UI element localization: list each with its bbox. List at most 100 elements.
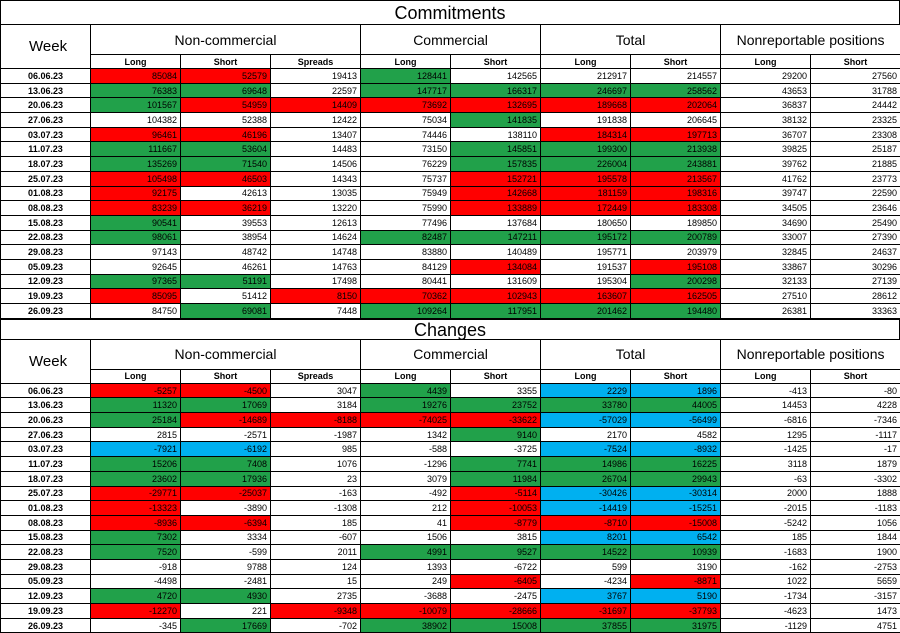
value-cell: 30296 [811,259,900,274]
week-cell: 29.08.23 [1,559,91,574]
value-cell: 104382 [91,113,181,128]
sub-header-long: Long [361,55,451,69]
week-cell: 25.07.23 [1,486,91,501]
week-cell: 01.08.23 [1,186,91,201]
value-cell: -6722 [451,559,541,574]
value-cell: 85084 [91,69,181,84]
value-cell: 201462 [541,304,631,319]
value-cell: 6542 [631,530,721,545]
value-cell: 15 [271,574,361,589]
value-cell: 38902 [361,618,451,633]
value-cell: 21885 [811,157,900,172]
value-cell: 14522 [541,545,631,560]
value-cell: 33867 [721,259,811,274]
value-cell: 14453 [721,398,811,413]
value-cell: 38132 [721,113,811,128]
week-cell: 27.06.23 [1,427,91,442]
value-cell: 7448 [271,304,361,319]
value-cell: 2170 [541,427,631,442]
value-cell: -15008 [631,515,721,530]
value-cell: 26704 [541,471,631,486]
value-cell: 17669 [181,618,271,633]
value-cell: 36837 [721,98,811,113]
sub-header-spreads: Spreads [271,369,361,383]
value-cell: 22590 [811,186,900,201]
week-cell: 06.06.23 [1,69,91,84]
week-cell: 05.09.23 [1,574,91,589]
value-cell: -30314 [631,486,721,501]
value-cell: 96461 [91,127,181,142]
value-cell: 213938 [631,142,721,157]
value-cell: -37793 [631,604,721,619]
week-cell: 18.07.23 [1,471,91,486]
group-header-total: Total [541,25,721,55]
value-cell: -8779 [451,515,541,530]
value-cell: 195578 [541,171,631,186]
value-cell: 5190 [631,589,721,604]
value-cell: 1056 [811,515,900,530]
sub-header-long: Long [91,55,181,69]
week-header: Week [1,25,91,69]
value-cell: 31975 [631,618,721,633]
value-cell: 1900 [811,545,900,560]
value-cell: 191838 [541,113,631,128]
value-cell: 42613 [181,186,271,201]
week-cell: 27.06.23 [1,113,91,128]
week-cell: 22.08.23 [1,230,91,245]
value-cell: 52579 [181,69,271,84]
sub-header-long: Long [541,55,631,69]
value-cell: -10079 [361,604,451,619]
group-header-total: Total [541,339,721,369]
value-cell: 142668 [451,186,541,201]
value-cell: 33007 [721,230,811,245]
value-cell: 7302 [91,530,181,545]
value-cell: 52388 [181,113,271,128]
value-cell: 25184 [91,413,181,428]
value-cell: 24637 [811,245,900,260]
value-cell: 226004 [541,157,631,172]
week-cell: 18.07.23 [1,157,91,172]
week-cell: 03.07.23 [1,442,91,457]
value-cell: 85095 [91,289,181,304]
value-cell: 33363 [811,304,900,319]
value-cell: 27390 [811,230,900,245]
week-cell: 01.08.23 [1,501,91,516]
value-cell: -14419 [541,501,631,516]
week-cell: 11.07.23 [1,457,91,472]
value-cell: 7741 [451,457,541,472]
value-cell: 77496 [361,215,451,230]
value-cell: -15251 [631,501,721,516]
value-cell: 249 [361,574,451,589]
value-cell: -5114 [451,486,541,501]
value-cell: 4991 [361,545,451,560]
value-cell: 101567 [91,98,181,113]
value-cell: 163607 [541,289,631,304]
value-cell: -2753 [811,559,900,574]
value-cell: 3184 [271,398,361,413]
value-cell: -5242 [721,515,811,530]
value-cell: -918 [91,559,181,574]
value-cell: -163 [271,486,361,501]
value-cell: 83239 [91,201,181,216]
value-cell: 1473 [811,604,900,619]
value-cell: 128441 [361,69,451,84]
value-cell: 11984 [451,471,541,486]
value-cell: 221 [181,604,271,619]
value-cell: 27139 [811,274,900,289]
week-cell: 29.08.23 [1,245,91,260]
value-cell: 41762 [721,171,811,186]
value-cell: 198316 [631,186,721,201]
